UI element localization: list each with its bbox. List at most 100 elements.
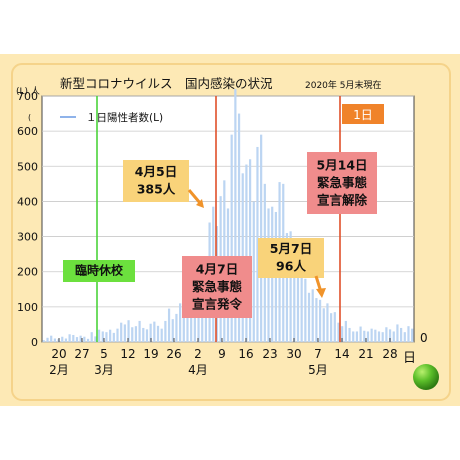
legend-label: １日陽性者数(L)	[86, 111, 163, 124]
x-tick-label: 21	[358, 347, 373, 361]
event-label-emergency-declared-text: 4月7日	[196, 261, 238, 276]
bar	[105, 332, 108, 342]
bar	[344, 320, 347, 342]
bar	[127, 320, 130, 342]
bar	[392, 331, 395, 342]
bar	[138, 320, 141, 342]
x-tick-label: 20	[51, 347, 66, 361]
bar	[322, 308, 325, 342]
bar	[83, 336, 86, 342]
bar	[230, 134, 233, 342]
bar	[348, 327, 351, 342]
bar	[311, 289, 314, 342]
x-axis-unit: 日	[403, 351, 416, 366]
x-tick-label: 2	[194, 347, 202, 361]
x-tick-label: 12	[120, 347, 135, 361]
event-label-school-closure	[63, 260, 135, 282]
y-tick-label: 300	[17, 231, 38, 244]
y-tick-label: 500	[17, 160, 38, 173]
bar	[234, 88, 237, 342]
bar	[116, 328, 119, 342]
bar	[179, 303, 182, 342]
y-tick-label: 0	[31, 336, 38, 349]
bar	[326, 303, 329, 342]
y-tick-label: 700	[17, 90, 38, 103]
bar	[142, 327, 145, 342]
bar	[46, 337, 49, 342]
x-month-label: 5月	[308, 363, 328, 377]
bar	[318, 299, 322, 342]
bar	[385, 327, 388, 342]
bar	[296, 257, 300, 342]
bar	[120, 322, 123, 342]
bar	[256, 146, 259, 342]
event-label-emergency-lifted-text: 5月14日	[316, 157, 367, 172]
bar	[337, 322, 340, 342]
bar	[123, 324, 126, 342]
bar	[377, 331, 381, 342]
bar	[252, 201, 255, 342]
bar	[101, 331, 104, 342]
bar	[304, 278, 307, 342]
annotation-apr5-text: 385人	[137, 182, 176, 197]
bar	[370, 328, 373, 342]
event-label-emergency-declared-text: 宣言発令	[192, 296, 243, 311]
x-tick-label: 19	[143, 347, 158, 361]
event-label-emergency-lifted-text: 宣言解除	[317, 192, 368, 207]
bar	[153, 321, 156, 342]
bar	[68, 334, 71, 342]
bar	[50, 335, 53, 342]
event-label-emergency-declared-text: 緊急事態	[192, 279, 243, 294]
x-month-label: 4月	[188, 363, 208, 377]
y-tick-label: 100	[17, 301, 38, 314]
green-ball-icon[interactable]	[413, 364, 439, 390]
y-tick-label: 600	[17, 125, 38, 138]
bar	[245, 164, 248, 342]
bar	[75, 337, 79, 342]
x-tick-label: 16	[238, 347, 253, 361]
bar	[403, 332, 406, 342]
annotations: 臨時休校 4月7日緊急事態宣言発令5月14日緊急事態宣言解除4月5日385人5月7…	[63, 152, 377, 318]
x-month-label: 2月	[49, 363, 69, 377]
bar	[355, 331, 359, 342]
y-axis-ticks: 0 100 200 300 400 500 600 700	[17, 90, 38, 349]
bar	[145, 329, 149, 342]
bar	[94, 336, 97, 342]
bar	[160, 328, 163, 342]
bar	[149, 323, 152, 342]
bar	[237, 113, 241, 342]
bar	[167, 308, 171, 342]
bar	[333, 312, 336, 342]
event-label-emergency-declared	[182, 256, 252, 318]
bar	[64, 338, 68, 342]
x-tick-label: 7	[314, 347, 322, 361]
x-month-label: 3月	[94, 363, 114, 377]
bar	[300, 269, 303, 342]
bar	[285, 233, 289, 342]
x-tick-label: 23	[262, 347, 277, 361]
x-tick-label: 28	[382, 347, 397, 361]
bar	[175, 313, 178, 342]
bar	[131, 327, 134, 342]
x-tick-label: 27	[74, 347, 89, 361]
day-badge-label: 1日	[353, 108, 373, 122]
bar	[182, 299, 185, 342]
bar	[190, 294, 193, 342]
bar	[388, 329, 392, 342]
annotation-apr5	[123, 160, 189, 202]
bar	[164, 320, 167, 342]
event-label-school-closure-text: 臨時休校	[75, 263, 124, 278]
annotation-may7-text: 5月7日	[270, 241, 312, 256]
y-axis-unit: (L) 人	[16, 86, 40, 97]
bar	[248, 159, 252, 342]
bar	[134, 326, 138, 342]
bar	[341, 326, 344, 342]
bar	[79, 335, 82, 342]
bar	[109, 329, 112, 342]
annotation-arrowhead	[316, 288, 326, 298]
bar	[411, 328, 414, 342]
x-axis-ticks: 20 2月 27 5 3月 12 19 26 2 4月 9 16 23 30 7 5月 14 21 28	[49, 338, 398, 377]
x-tick-label: 9	[218, 347, 226, 361]
